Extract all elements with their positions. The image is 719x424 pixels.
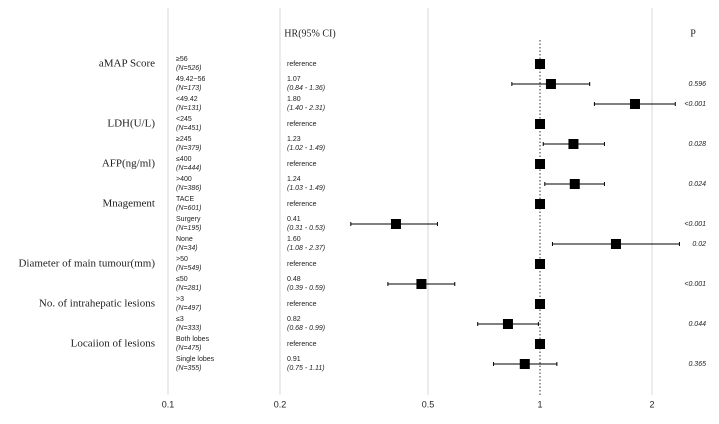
- subgroup-label: Both lobes: [176, 336, 210, 343]
- n-label: (N=34): [176, 245, 198, 252]
- subgroup-label: Surgery: [176, 216, 201, 223]
- n-label: (N=281): [176, 285, 201, 292]
- hr-label: 1.23: [287, 136, 301, 143]
- n-label: (N=526): [176, 65, 201, 72]
- subgroup-label: ≤50: [176, 276, 188, 283]
- hr-label: reference: [287, 261, 317, 268]
- hr-marker: [535, 159, 546, 169]
- n-label: (N=355): [176, 365, 201, 372]
- hr-label: 0.41: [287, 216, 301, 223]
- subgroup-label: ≤3: [176, 316, 184, 323]
- subgroup-label: ≤400: [176, 156, 192, 163]
- n-label: (N=549): [176, 265, 201, 272]
- hr-label: 1.80: [287, 96, 301, 103]
- n-label: (N=195): [176, 225, 201, 232]
- hr-label: reference: [287, 61, 317, 68]
- subgroup-label: Single lobes: [176, 356, 215, 363]
- n-label: (N=173): [176, 85, 201, 92]
- hr-label: 1.60: [287, 236, 301, 243]
- hr-label: reference: [287, 301, 317, 308]
- x-tick-label: 2: [649, 399, 654, 409]
- hr-label: reference: [287, 161, 317, 168]
- ci-label: (0.31 - 0.53): [287, 225, 325, 232]
- hr-marker: [535, 59, 546, 69]
- n-label: (N=475): [176, 345, 201, 352]
- group-label: Mnagement: [102, 198, 155, 210]
- hr-marker: [519, 359, 530, 369]
- hr-marker: [535, 199, 546, 209]
- subgroup-label: TACE: [176, 196, 194, 203]
- subgroup-label: ≥56: [176, 56, 188, 63]
- hr-marker: [629, 99, 640, 109]
- subgroup-label: >400: [176, 176, 192, 183]
- hr-marker: [535, 339, 546, 349]
- n-label: (N=444): [176, 165, 201, 172]
- hr-marker: [416, 279, 427, 289]
- p-label: 0.02: [692, 241, 706, 248]
- n-label: (N=386): [176, 185, 201, 192]
- hr-marker: [569, 179, 580, 189]
- subgroup-label: None: [176, 236, 193, 243]
- x-tick-label: 0.2: [274, 399, 287, 409]
- hr-header: HR(95% CI): [284, 28, 335, 39]
- p-label: 0.044: [688, 321, 706, 328]
- n-label: (N=131): [176, 105, 201, 112]
- p-label: <0.001: [684, 281, 706, 288]
- ci-label: (1.40 - 2.31): [287, 105, 325, 112]
- hr-marker: [502, 319, 513, 329]
- hr-label: 0.48: [287, 276, 301, 283]
- group-label: Diameter of main tumour(mm): [18, 258, 155, 270]
- subgroup-label: >3: [176, 296, 184, 303]
- hr-label: reference: [287, 121, 317, 128]
- group-label: LDH(U/L): [107, 118, 155, 130]
- subgroup-label: ≥245: [176, 136, 192, 143]
- ci-label: (0.68 - 0.99): [287, 325, 325, 332]
- group-label: AFP(ng/ml): [102, 158, 156, 170]
- x-tick-label: 0.1: [162, 399, 175, 409]
- hr-marker: [610, 239, 621, 249]
- subgroup-label: <49.42: [176, 96, 198, 103]
- p-label: 0.365: [688, 361, 706, 368]
- ci-label: (0.75 - 1.11): [287, 365, 325, 372]
- subgroup-label: >50: [176, 256, 188, 263]
- n-label: (N=451): [176, 125, 201, 132]
- n-label: (N=497): [176, 305, 201, 312]
- ci-label: (1.03 - 1.49): [287, 185, 325, 192]
- hr-marker: [390, 219, 401, 229]
- group-label: No. of intrahepatic lesions: [39, 298, 155, 310]
- hr-label: 0.91: [287, 356, 301, 363]
- hr-label: reference: [287, 201, 317, 208]
- subgroup-label: <245: [176, 116, 192, 123]
- p-label: 0.024: [688, 181, 706, 188]
- p-label: <0.001: [684, 101, 706, 108]
- hr-label: reference: [287, 341, 317, 348]
- hr-marker: [568, 139, 579, 149]
- hr-marker: [535, 259, 546, 269]
- ci-label: (1.08 - 2.37): [287, 245, 325, 252]
- group-label: aMAP Score: [99, 58, 155, 70]
- p-label: <0.001: [684, 221, 706, 228]
- p-label: 0.596: [688, 81, 706, 88]
- hr-marker: [535, 119, 546, 129]
- hr-marker: [535, 299, 546, 309]
- p-label: 0.028: [688, 141, 706, 148]
- x-tick-label: 1: [538, 399, 543, 409]
- hr-marker: [545, 79, 556, 89]
- p-header: P: [690, 28, 696, 39]
- hr-label: 1.07: [287, 76, 301, 83]
- hr-label: 0.82: [287, 316, 301, 323]
- x-tick-label: 0.5: [422, 399, 435, 409]
- n-label: (N=601): [176, 205, 201, 212]
- ci-label: (0.84 - 1.36): [287, 85, 325, 92]
- hr-label: 1.24: [287, 176, 301, 183]
- subgroup-label: 49.42~56: [176, 76, 205, 83]
- ci-label: (1.02 - 1.49): [287, 145, 325, 152]
- n-label: (N=333): [176, 325, 201, 332]
- group-label: Locaiion of lesions: [71, 338, 155, 350]
- ci-label: (0.39 - 0.59): [287, 285, 325, 292]
- n-label: (N=379): [176, 145, 201, 152]
